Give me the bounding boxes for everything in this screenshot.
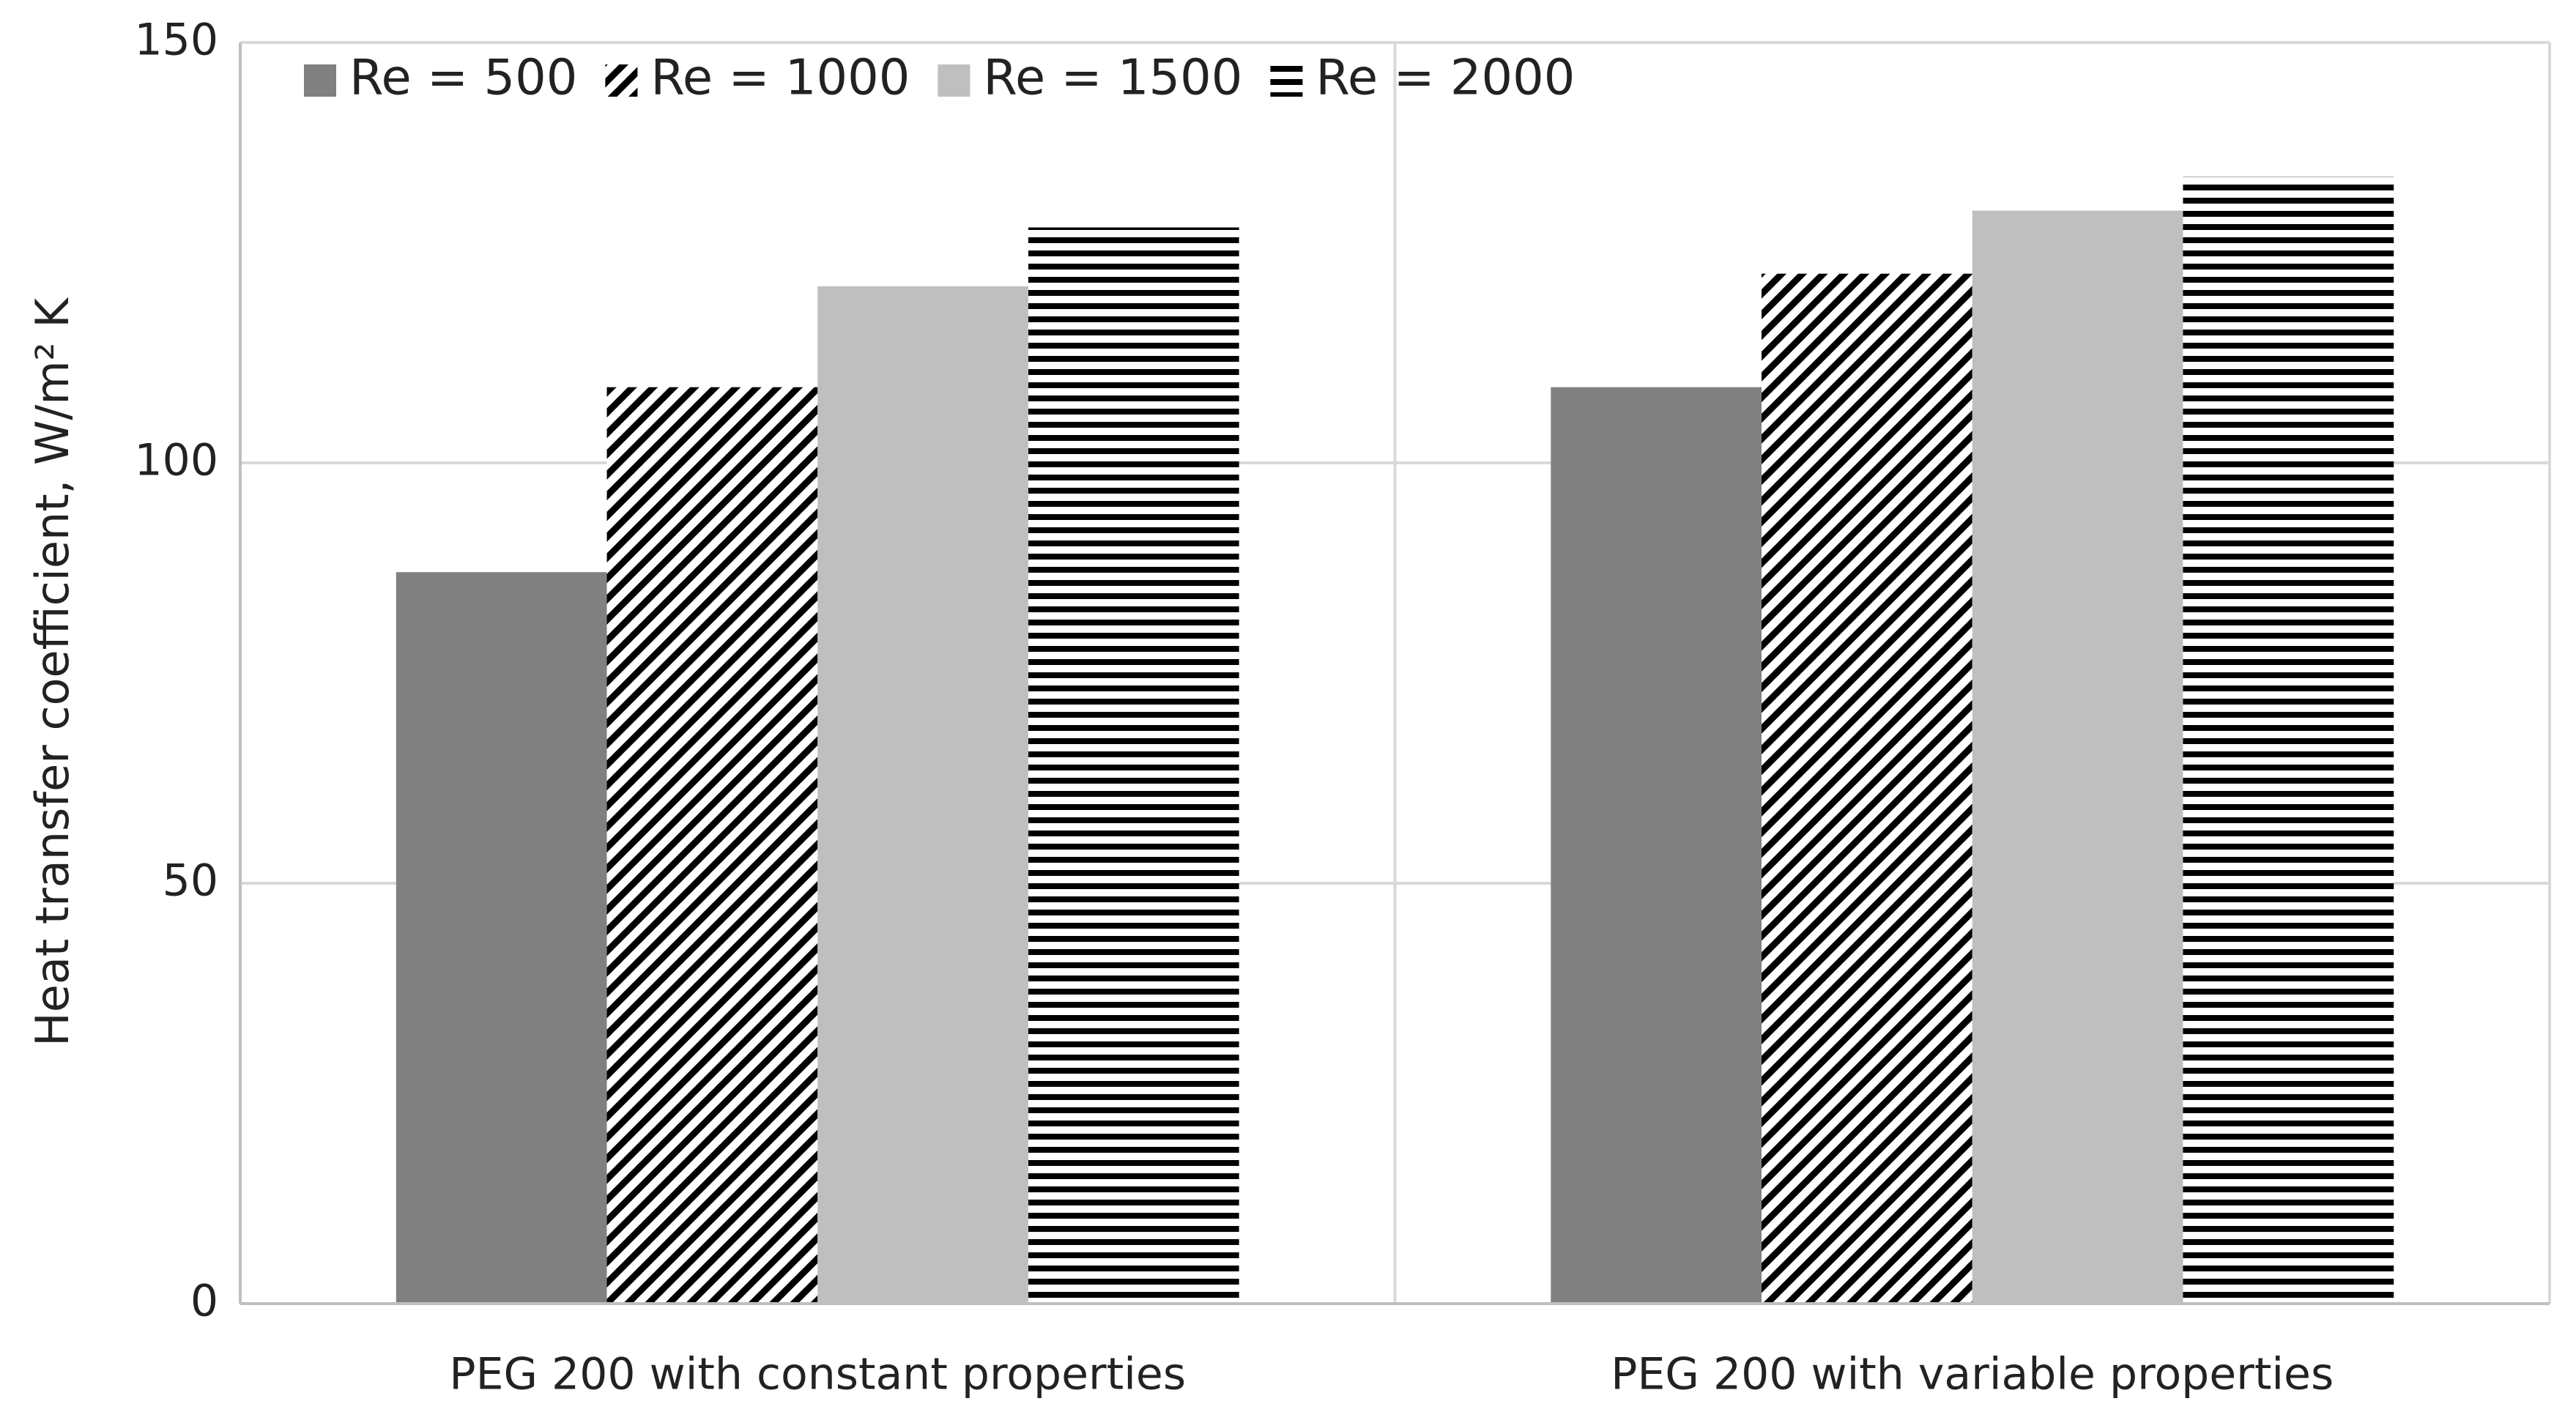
bar: [1972, 210, 2183, 1304]
bar: [606, 387, 818, 1304]
y-axis-label: Heat transfer coefficient, W/m² K: [26, 297, 79, 1047]
bar: [1762, 273, 1972, 1304]
bar: [2183, 176, 2394, 1304]
y-tick-label: 150: [134, 15, 218, 66]
y-tick-label: 0: [190, 1276, 218, 1327]
legend-marker: [605, 64, 638, 97]
legend-marker: [304, 64, 336, 97]
legend-marker: [1270, 64, 1303, 97]
x-tick-label: PEG 200 with variable properties: [1611, 1349, 2334, 1400]
legend-label: Re = 2000: [1315, 49, 1575, 106]
bar: [1028, 227, 1239, 1304]
bar: [1551, 387, 1762, 1304]
bar: [817, 286, 1028, 1304]
legend-label: Re = 500: [349, 49, 577, 106]
legend-marker: [938, 64, 970, 97]
legend-label: Re = 1500: [983, 49, 1242, 106]
y-tick-label: 50: [163, 855, 218, 907]
bar: [396, 572, 607, 1304]
y-tick-label: 100: [134, 435, 218, 486]
x-tick-label: PEG 200 with constant properties: [449, 1349, 1186, 1400]
legend-label: Re = 1000: [650, 49, 910, 106]
